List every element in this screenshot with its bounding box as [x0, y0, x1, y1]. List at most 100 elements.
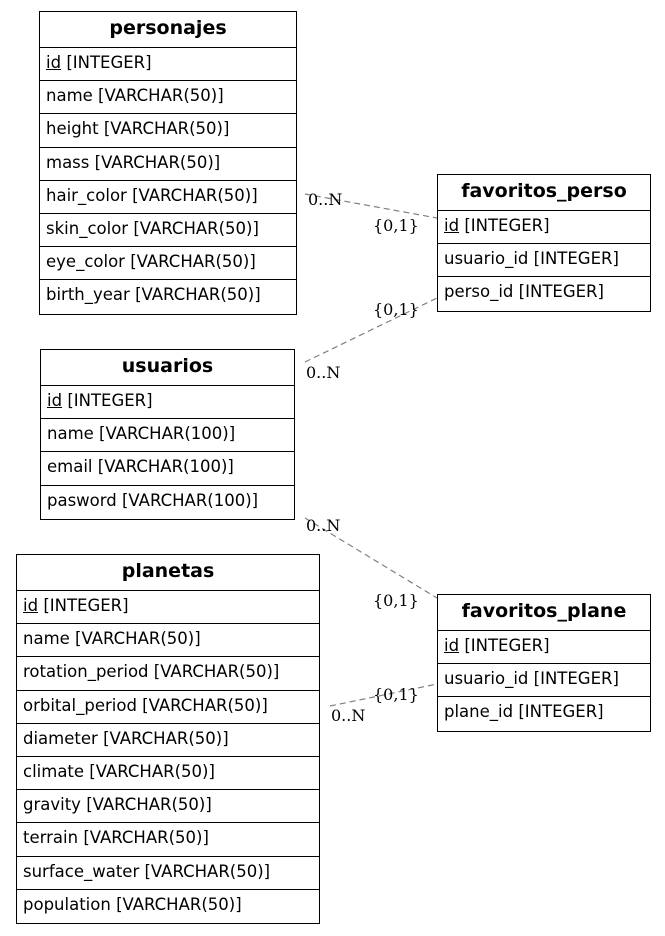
field-name: skin_color	[46, 219, 128, 238]
field-row: mass [VARCHAR(50)]	[40, 148, 296, 181]
field-type: [VARCHAR(50)]	[154, 662, 280, 681]
field-name: plane_id	[444, 702, 513, 721]
field-type: [VARCHAR(50)]	[89, 762, 215, 781]
field-name: diameter	[23, 729, 98, 748]
field-type: [INTEGER]	[519, 282, 604, 301]
field-row: terrain [VARCHAR(50)]	[17, 823, 319, 856]
field-name: population	[23, 895, 111, 914]
field-row: climate [VARCHAR(50)]	[17, 757, 319, 790]
field-type: [VARCHAR(50)]	[116, 895, 242, 914]
field-type: [VARCHAR(50)]	[142, 696, 268, 715]
field-row: hair_color [VARCHAR(50)]	[40, 181, 296, 214]
entity-personajes[interactable]: personajes id [INTEGER] name [VARCHAR(50…	[39, 11, 297, 315]
field-row: id [INTEGER]	[40, 48, 296, 81]
field-row: id [INTEGER]	[438, 211, 650, 244]
field-type: [VARCHAR(50)]	[103, 729, 229, 748]
entity-planetas[interactable]: planetas id [INTEGER] name [VARCHAR(50)]…	[16, 554, 320, 924]
field-row: perso_id [INTEGER]	[438, 277, 650, 310]
field-type: [VARCHAR(50)]	[130, 252, 256, 271]
field-type: [VARCHAR(50)]	[98, 86, 224, 105]
field-row: email [VARCHAR(100)]	[41, 452, 294, 485]
entity-title: planetas	[17, 555, 319, 591]
field-type: [VARCHAR(100)]	[122, 491, 258, 510]
field-type: [VARCHAR(50)]	[135, 285, 261, 304]
field-row: name [VARCHAR(50)]	[17, 624, 319, 657]
field-name: gravity	[23, 795, 81, 814]
field-type: [VARCHAR(50)]	[133, 219, 259, 238]
field-row: rotation_period [VARCHAR(50)]	[17, 657, 319, 690]
field-name: name	[46, 86, 93, 105]
cardinality-usuarios-many-2: 0..N	[306, 516, 340, 535]
field-type: [VARCHAR(50)]	[145, 862, 271, 881]
field-name: terrain	[23, 828, 78, 847]
field-name: rotation_period	[23, 662, 149, 681]
entity-usuarios[interactable]: usuarios id [INTEGER] name [VARCHAR(100)…	[40, 349, 295, 520]
field-type: [VARCHAR(50)]	[86, 795, 212, 814]
cardinality-usuarios-many: 0..N	[306, 363, 340, 382]
entity-title: personajes	[40, 12, 296, 48]
field-name: mass	[46, 153, 89, 172]
cardinality-favoritos-perso-one-2: {0,1}	[373, 300, 419, 319]
field-row: usuario_id [INTEGER]	[438, 664, 650, 697]
field-name: orbital_period	[23, 696, 137, 715]
entity-title: favoritos_perso	[438, 175, 650, 211]
field-type: [VARCHAR(50)]	[132, 186, 258, 205]
field-type: [INTEGER]	[43, 596, 128, 615]
field-row: orbital_period [VARCHAR(50)]	[17, 691, 319, 724]
field-row: diameter [VARCHAR(50)]	[17, 724, 319, 757]
field-type: [VARCHAR(50)]	[104, 119, 230, 138]
field-type: [INTEGER]	[464, 216, 549, 235]
entity-title: usuarios	[41, 350, 294, 386]
field-row: gravity [VARCHAR(50)]	[17, 790, 319, 823]
entity-favoritos-plane[interactable]: favoritos_plane id [INTEGER] usuario_id …	[437, 594, 651, 732]
field-row: id [INTEGER]	[17, 591, 319, 624]
primary-key: id	[23, 596, 38, 615]
primary-key: id	[444, 636, 459, 655]
field-name: height	[46, 119, 99, 138]
cardinality-favoritos-plane-one: {0,1}	[373, 591, 419, 610]
field-type: [VARCHAR(50)]	[83, 828, 209, 847]
cardinality-personajes-many: 0..N	[308, 190, 342, 209]
field-row: id [INTEGER]	[438, 631, 650, 664]
field-row: pasword [VARCHAR(100)]	[41, 486, 294, 519]
field-name: usuario_id	[444, 249, 528, 268]
field-row: population [VARCHAR(50)]	[17, 890, 319, 923]
primary-key: id	[444, 216, 459, 235]
cardinality-favoritos-perso-one: {0,1}	[373, 216, 419, 235]
cardinality-planetas-many: 0..N	[331, 706, 365, 725]
field-type: [VARCHAR(50)]	[95, 153, 221, 172]
primary-key: id	[46, 53, 61, 72]
cardinality-favoritos-plane-one-2: {0,1}	[373, 685, 419, 704]
field-type: [INTEGER]	[66, 53, 151, 72]
field-type: [VARCHAR(100)]	[99, 424, 235, 443]
field-type: [VARCHAR(50)]	[75, 629, 201, 648]
field-row: surface_water [VARCHAR(50)]	[17, 857, 319, 890]
field-type: [INTEGER]	[518, 702, 603, 721]
field-type: [INTEGER]	[534, 249, 619, 268]
field-row: eye_color [VARCHAR(50)]	[40, 247, 296, 280]
field-name: surface_water	[23, 862, 139, 881]
field-name: hair_color	[46, 186, 127, 205]
field-type: [VARCHAR(100)]	[98, 457, 234, 476]
field-row: usuario_id [INTEGER]	[438, 244, 650, 277]
field-row: name [VARCHAR(50)]	[40, 81, 296, 114]
field-name: climate	[23, 762, 84, 781]
field-type: [INTEGER]	[464, 636, 549, 655]
entity-title: favoritos_plane	[438, 595, 650, 631]
entity-favoritos-perso[interactable]: favoritos_perso id [INTEGER] usuario_id …	[437, 174, 651, 312]
field-name: perso_id	[444, 282, 513, 301]
field-name: birth_year	[46, 285, 130, 304]
field-row: skin_color [VARCHAR(50)]	[40, 214, 296, 247]
field-name: eye_color	[46, 252, 125, 271]
field-row: plane_id [INTEGER]	[438, 697, 650, 730]
field-name: email	[47, 457, 93, 476]
field-name: pasword	[47, 491, 117, 510]
field-name: usuario_id	[444, 669, 528, 688]
field-row: height [VARCHAR(50)]	[40, 114, 296, 147]
field-type: [INTEGER]	[67, 391, 152, 410]
field-row: name [VARCHAR(100)]	[41, 419, 294, 452]
primary-key: id	[47, 391, 62, 410]
field-name: name	[47, 424, 94, 443]
field-row: birth_year [VARCHAR(50)]	[40, 280, 296, 313]
field-name: name	[23, 629, 70, 648]
